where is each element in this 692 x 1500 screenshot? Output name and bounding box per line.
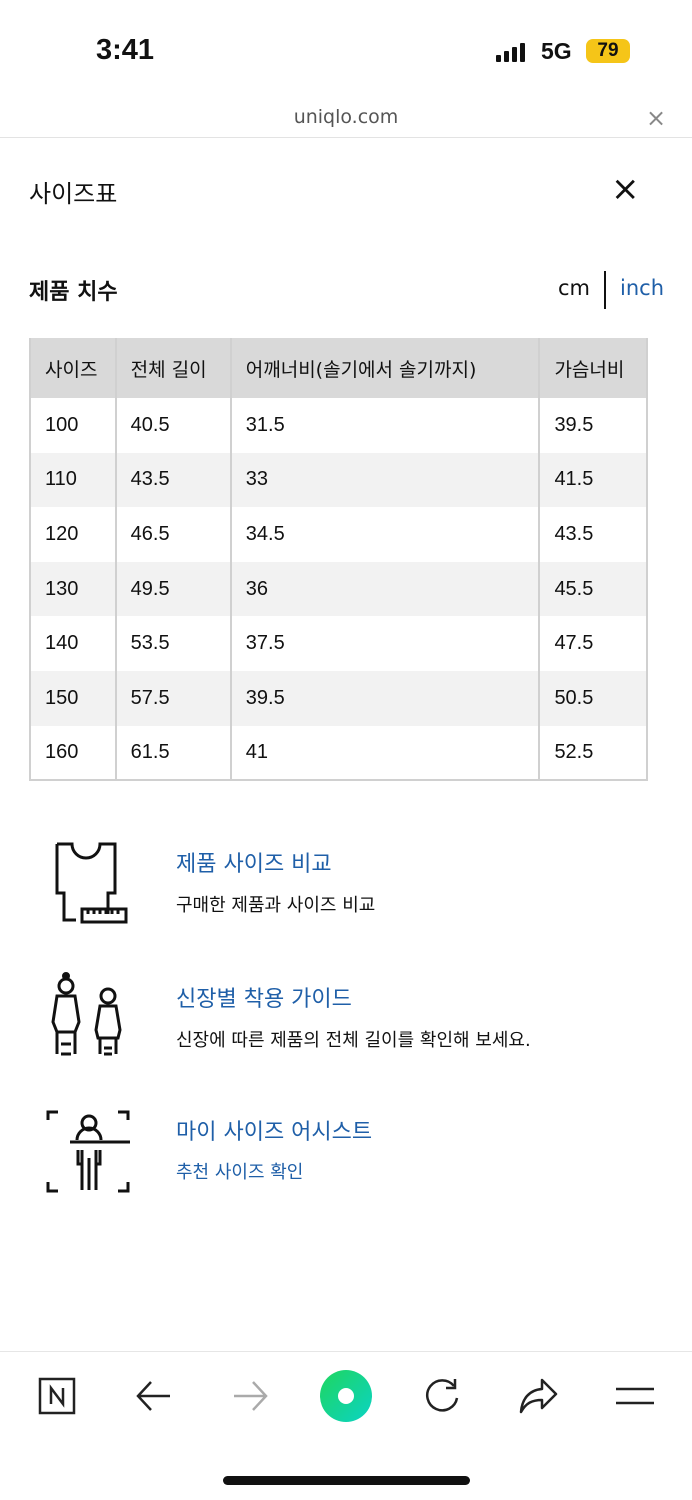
people-height-icon	[51, 972, 122, 1056]
modal-title: 사이즈표	[29, 180, 118, 208]
menu-button[interactable]	[611, 1372, 659, 1420]
naver-home-button[interactable]	[33, 1372, 81, 1420]
table-cell: 100	[29, 398, 117, 453]
table-row: 160 61.5 41 52.5	[29, 725, 648, 782]
table-cell: 39.5	[538, 398, 648, 453]
unit-divider	[604, 271, 606, 309]
recommend-size-link[interactable]: 추천 사이즈 확인	[176, 1162, 304, 1183]
table-cell: 47.5	[538, 616, 648, 671]
unit-inch-toggle[interactable]: inch	[620, 276, 664, 300]
table-header: 사이즈 전체 길이 어깨너비(솔기에서 솔기까지) 가슴너비	[29, 338, 648, 398]
green-dot-icon	[320, 1370, 372, 1422]
guide-link-size-compare[interactable]: 제품 사이즈 비교	[176, 852, 332, 877]
table-row: 110 43.5 33 41.5	[29, 452, 648, 508]
table-cell: 46.5	[114, 507, 232, 562]
divider	[0, 137, 692, 138]
battery-icon: 79	[586, 39, 630, 63]
header-length: 전체 길이	[114, 338, 232, 398]
table-cell: 34.5	[229, 507, 541, 562]
share-icon	[519, 1378, 558, 1414]
guide-link-my-size[interactable]: 마이 사이즈 어시스트	[176, 1120, 373, 1145]
table-cell: 160	[29, 725, 117, 782]
table-cell: 36	[229, 561, 541, 617]
back-button[interactable]	[130, 1372, 178, 1420]
header-size: 사이즈	[29, 338, 117, 398]
menu-icon	[616, 1387, 654, 1405]
table-row: 100 40.5 31.5 39.5	[29, 398, 648, 453]
table-cell: 120	[29, 507, 117, 562]
url-bar[interactable]: uniqlo.com	[293, 106, 399, 128]
arrow-left-icon	[136, 1381, 170, 1411]
naver-n-icon	[38, 1377, 76, 1415]
table-cell: 43.5	[114, 452, 232, 508]
table-cell: 45.5	[538, 561, 648, 617]
network-type: 5G	[541, 38, 572, 64]
home-indicator[interactable]	[223, 1476, 470, 1485]
table-cell: 110	[29, 452, 117, 508]
status-time: 3:41	[96, 34, 155, 66]
table-cell: 41.5	[538, 452, 648, 508]
refresh-icon	[426, 1379, 459, 1412]
guide-link-height[interactable]: 신장별 착용 가이드	[176, 987, 352, 1012]
header-chest: 가슴너비	[538, 338, 648, 398]
close-browser-button[interactable]: ×	[646, 104, 667, 132]
table-cell: 52.5	[538, 725, 648, 782]
signal-icon	[496, 42, 525, 62]
header-shoulder: 어깨너비(솔기에서 솔기까지)	[229, 338, 541, 398]
table-cell: 61.5	[114, 725, 232, 782]
table-row: 140 53.5 37.5 47.5	[29, 616, 648, 671]
guide-desc: 신장에 따른 제품의 전체 길이를 확인해 보세요.	[176, 1030, 531, 1051]
table-cell: 33	[229, 452, 541, 508]
forward-button[interactable]	[226, 1372, 274, 1420]
table-cell: 37.5	[229, 616, 541, 671]
section-title: 제품 치수	[29, 280, 118, 305]
table-cell: 150	[29, 670, 117, 726]
table-cell: 31.5	[229, 398, 541, 453]
toolbar-divider	[0, 1351, 692, 1352]
green-dot-button[interactable]	[320, 1370, 372, 1422]
size-table: 사이즈 전체 길이 어깨너비(솔기에서 솔기까지) 가슴너비 100 40.5 31…	[29, 338, 648, 782]
table-cell: 39.5	[229, 670, 541, 726]
guide-desc: 구매한 제품과 사이즈 비교	[176, 895, 376, 916]
unit-cm-toggle[interactable]: cm	[558, 276, 591, 300]
table-cell: 53.5	[114, 616, 232, 671]
refresh-button[interactable]	[418, 1372, 466, 1420]
table-cell: 49.5	[114, 561, 232, 617]
arrow-right-icon	[234, 1381, 268, 1411]
close-modal-button[interactable]: ×	[611, 169, 640, 209]
tshirt-ruler-icon	[55, 842, 128, 924]
table-cell: 43.5	[538, 507, 648, 562]
table-cell: 57.5	[114, 670, 232, 726]
table-row: 130 49.5 36 45.5	[29, 561, 648, 617]
table-cell: 140	[29, 616, 117, 671]
table-row: 150 57.5 39.5 50.5	[29, 670, 648, 726]
body-scan-icon	[46, 1110, 130, 1193]
table-cell: 130	[29, 561, 117, 617]
table-cell: 40.5	[114, 398, 232, 453]
table-row: 120 46.5 34.5 43.5	[29, 507, 648, 562]
table-cell: 50.5	[538, 670, 648, 726]
share-button[interactable]	[514, 1372, 562, 1420]
table-cell: 41	[229, 725, 541, 782]
